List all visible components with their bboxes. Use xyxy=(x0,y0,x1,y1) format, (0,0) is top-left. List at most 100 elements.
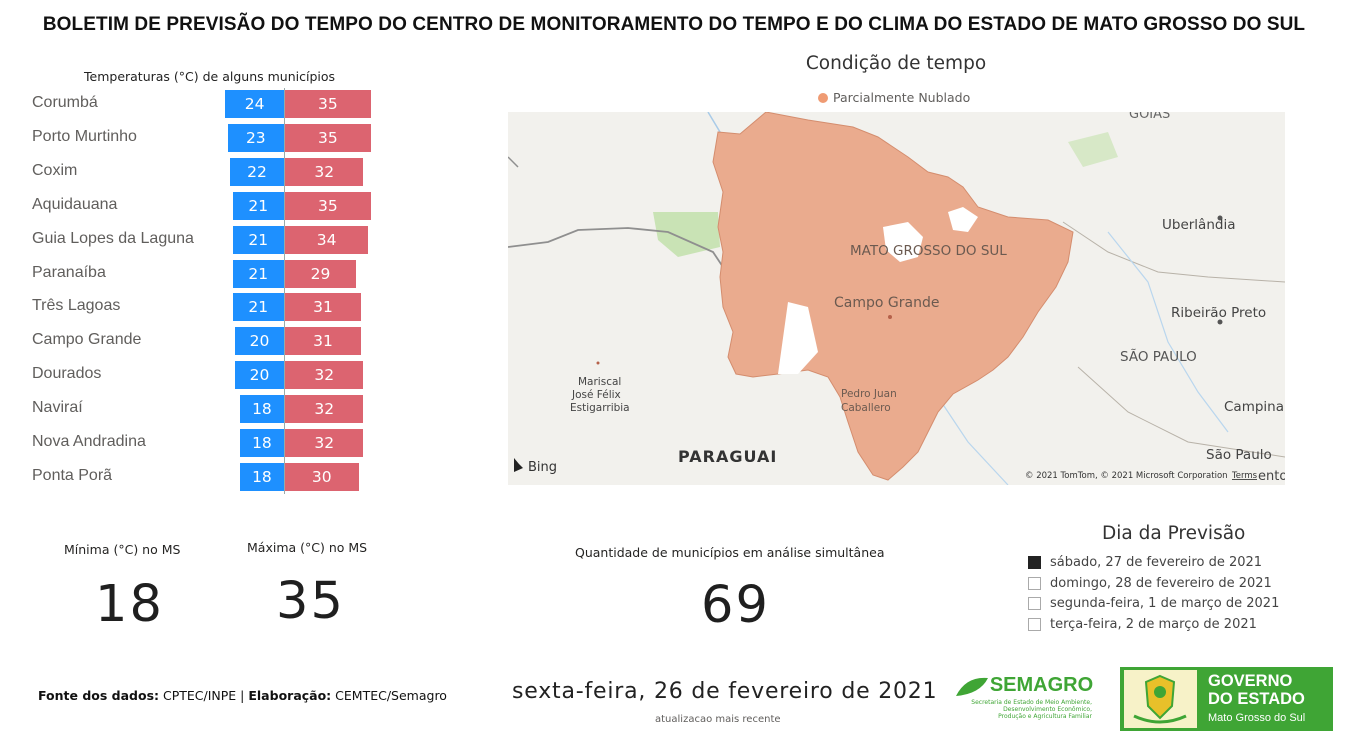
legend-label: Parcialmente Nublado xyxy=(833,90,971,105)
chart-axis-line xyxy=(284,88,285,494)
gov-line-3: Mato Grosso do Sul xyxy=(1208,712,1306,724)
min-temp-bar[interactable]: 22 xyxy=(230,157,284,186)
map-terms-link[interactable]: Terms xyxy=(1231,471,1258,481)
label-campinas: Campina xyxy=(1224,399,1284,415)
slicer-option-label: domingo, 28 de fevereiro de 2021 xyxy=(1050,575,1272,591)
no-data-area xyxy=(948,207,978,232)
min-temp-bar[interactable]: 20 xyxy=(235,361,284,390)
min-temp-bar[interactable]: 24 xyxy=(225,90,284,118)
city-dot xyxy=(596,361,600,365)
slicer-option[interactable]: terça-feira, 2 de março de 2021 xyxy=(1028,617,1257,632)
label-goias: GOIÁS xyxy=(1129,112,1170,122)
label-estigarribia: Estigarribia xyxy=(570,402,630,414)
park-area xyxy=(1068,132,1118,167)
min-temp-bar[interactable]: 21 xyxy=(232,225,284,254)
city-label: Coxim xyxy=(32,161,78,179)
bing-icon xyxy=(514,458,523,472)
max-temp-bar[interactable]: 32 xyxy=(285,157,364,186)
semagro-leaf-icon xyxy=(956,677,988,696)
elaboration-value: CEMTEC/Semagro xyxy=(331,688,447,703)
semagro-desc-line: Produção e Agricultura Familiar xyxy=(998,713,1092,720)
min-temp-label: Mínima (°C) no MS xyxy=(64,542,181,557)
min-temp-value: 18 xyxy=(95,575,164,634)
max-temp-bar[interactable]: 35 xyxy=(285,123,371,152)
page-title: BOLETIM DE PREVISÃO DO TEMPO DO CENTRO D… xyxy=(42,14,1306,35)
no-data-area xyxy=(778,302,818,374)
min-temp-bar[interactable]: 18 xyxy=(239,395,284,424)
max-temp-bar[interactable]: 32 xyxy=(285,429,364,457)
city-dot xyxy=(1217,215,1223,221)
min-temp-bar[interactable]: 20 xyxy=(235,327,284,356)
label-campo-grande: Campo Grande xyxy=(834,295,939,311)
semagro-name: SEMAGRO xyxy=(989,674,1094,696)
max-temp-value: 35 xyxy=(276,572,345,631)
label-uberlandia: Uberlândia xyxy=(1162,217,1235,233)
max-temp-bar[interactable]: 30 xyxy=(285,462,359,491)
city-label: Aquidauana xyxy=(32,195,118,213)
label-caballero: Caballero xyxy=(841,402,891,414)
semagro-description: Secretaria de Estado de Meio Ambiente, D… xyxy=(952,699,1092,720)
state-mato-grosso-do-sul[interactable] xyxy=(712,112,1074,481)
data-source: Fonte dos dados: CPTEC/INPE | Elaboração… xyxy=(38,688,447,703)
checkbox-checked-icon[interactable] xyxy=(1028,556,1041,569)
gov-line-1: GOVERNO xyxy=(1208,672,1293,690)
city-label: Campo Grande xyxy=(32,331,142,349)
source-label: Fonte dos dados: xyxy=(38,688,160,703)
min-temp-bar[interactable]: 21 xyxy=(232,191,284,220)
max-temp-bar[interactable]: 31 xyxy=(285,293,361,322)
label-sao-paulo: São Paulo xyxy=(1206,447,1272,463)
gov-line-2: DO ESTADO xyxy=(1208,690,1305,708)
government-logo: GOVERNO DO ESTADO Mato Grosso do Sul xyxy=(1120,667,1333,731)
checkbox-icon[interactable] xyxy=(1028,597,1041,610)
slicer-option[interactable]: domingo, 28 de fevereiro de 2021 xyxy=(1028,576,1272,591)
legend-dot-icon xyxy=(818,92,828,103)
checkbox-icon[interactable] xyxy=(1028,576,1041,590)
max-temp-bar[interactable]: 31 xyxy=(285,327,361,356)
slicer-option-label: segunda-feira, 1 de março de 2021 xyxy=(1050,596,1280,611)
slicer-option[interactable]: sábado, 27 de fevereiro de 2021 xyxy=(1028,555,1262,570)
semagro-desc-line: Desenvolvimento Econômico, xyxy=(1003,706,1092,713)
city-label: Ponta Porã xyxy=(32,466,113,484)
city-dot xyxy=(888,315,892,319)
city-label: Guia Lopes da Laguna xyxy=(32,229,194,247)
max-temp-bar[interactable]: 29 xyxy=(285,259,357,288)
max-temp-bar[interactable]: 32 xyxy=(285,395,364,424)
semagro-desc-line: Secretaria de Estado de Meio Ambiente, xyxy=(971,699,1092,706)
municipality-count-label: Quantidade de municípios em análise simu… xyxy=(575,545,885,560)
semagro-logo: SEMAGRO Secretaria de Estado de Meio Amb… xyxy=(952,674,1095,720)
state-border xyxy=(1062,221,1285,283)
label-pedro-juan: Pedro Juan xyxy=(841,388,897,400)
checkbox-icon[interactable] xyxy=(1028,617,1041,631)
min-temp-bar[interactable]: 18 xyxy=(239,429,284,457)
border-line xyxy=(508,227,724,268)
max-temp-bar[interactable]: 32 xyxy=(285,361,364,390)
temperature-chart-title: Temperaturas (°C) de alguns municípios xyxy=(84,69,336,84)
min-temp-bar[interactable]: 18 xyxy=(239,462,284,491)
slicer-option-label: terça-feira, 2 de março de 2021 xyxy=(1050,616,1257,632)
max-temp-bar[interactable]: 34 xyxy=(285,225,369,254)
river xyxy=(1107,231,1229,433)
city-label: Nova Andradina xyxy=(32,433,146,450)
map-copyright: © 2021 TomTom, © 2021 Microsoft Corporat… xyxy=(1025,471,1228,481)
forecast-day-slicer-title: Dia da Previsão xyxy=(1102,523,1246,544)
label-ribeirao-preto: Ribeirão Preto xyxy=(1171,305,1266,321)
min-temp-bar[interactable]: 21 xyxy=(232,259,284,288)
state-border xyxy=(1077,366,1285,458)
weather-map[interactable]: GOIÁS MATO GROSSO DO SUL Campo Grande Ub… xyxy=(508,112,1285,485)
state-emblem-icon xyxy=(1124,670,1197,728)
city-label: Três Lagoas xyxy=(32,297,121,315)
city-dot xyxy=(1217,319,1223,325)
city-label: Dourados xyxy=(32,365,102,383)
city-label: Naviraí xyxy=(32,399,83,417)
park-area xyxy=(653,212,720,257)
city-label: Paranaíba xyxy=(32,263,106,281)
max-temp-bar[interactable]: 35 xyxy=(285,191,371,220)
label-mariscal: Mariscal xyxy=(578,376,621,388)
min-temp-bar[interactable]: 21 xyxy=(232,293,284,322)
max-temp-bar[interactable]: 35 xyxy=(285,90,371,118)
label-sao-paulo-state: SÃO PAULO xyxy=(1120,348,1197,365)
no-data-area xyxy=(883,222,923,262)
government-text: GOVERNO DO ESTADO Mato Grosso do Sul xyxy=(1208,672,1305,724)
min-temp-bar[interactable]: 23 xyxy=(227,123,284,152)
slicer-option[interactable]: segunda-feira, 1 de março de 2021 xyxy=(1028,596,1279,611)
